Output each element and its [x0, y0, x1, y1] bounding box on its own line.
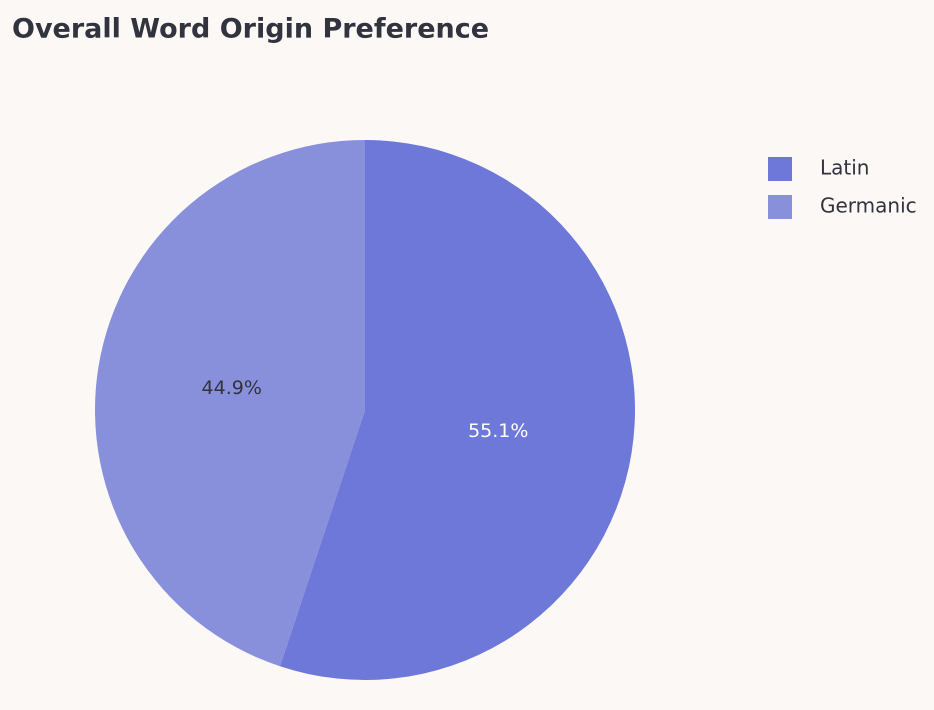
- slice-label: 55.1%: [468, 420, 528, 442]
- slice-label: 44.9%: [202, 377, 262, 399]
- legend-label: Germanic: [820, 194, 917, 218]
- pie-slice: [279, 140, 635, 680]
- legend-swatch: [768, 195, 792, 219]
- pie-slice: [95, 139, 365, 667]
- legend-label: Latin: [820, 156, 869, 180]
- chart-title: Overall Word Origin Preference: [12, 14, 489, 45]
- legend-swatch: [768, 157, 792, 181]
